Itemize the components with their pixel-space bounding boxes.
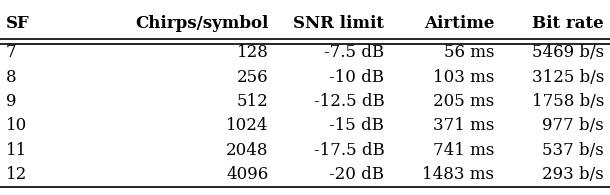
Text: 4096: 4096 [226,166,268,183]
Text: 9: 9 [6,93,16,110]
Text: Airtime: Airtime [424,15,494,32]
Text: SNR limit: SNR limit [293,15,384,32]
Text: 537 b/s: 537 b/s [542,142,604,159]
Text: 2048: 2048 [226,142,268,159]
Text: Bit rate: Bit rate [533,15,604,32]
Text: 256: 256 [237,68,268,86]
Text: 205 ms: 205 ms [433,93,494,110]
Text: 371 ms: 371 ms [432,117,494,134]
Text: 512: 512 [237,93,268,110]
Text: 977 b/s: 977 b/s [542,117,604,134]
Text: -10 dB: -10 dB [329,68,384,86]
Text: 7: 7 [6,44,16,61]
Text: 11: 11 [6,142,27,159]
Text: SF: SF [6,15,30,32]
Text: -7.5 dB: -7.5 dB [324,44,384,61]
Text: 128: 128 [237,44,268,61]
Text: 56 ms: 56 ms [443,44,494,61]
Text: 3125 b/s: 3125 b/s [531,68,604,86]
Text: -17.5 dB: -17.5 dB [314,142,384,159]
Text: 10: 10 [6,117,27,134]
Text: 5469 b/s: 5469 b/s [532,44,604,61]
Text: 8: 8 [6,68,16,86]
Text: 12: 12 [6,166,27,183]
Text: -15 dB: -15 dB [329,117,384,134]
Text: 1024: 1024 [226,117,268,134]
Text: Chirps/symbol: Chirps/symbol [135,15,268,32]
Text: 293 b/s: 293 b/s [542,166,604,183]
Text: -12.5 dB: -12.5 dB [314,93,384,110]
Text: 1483 ms: 1483 ms [422,166,494,183]
Text: 741 ms: 741 ms [432,142,494,159]
Text: 103 ms: 103 ms [432,68,494,86]
Text: 1758 b/s: 1758 b/s [531,93,604,110]
Text: -20 dB: -20 dB [329,166,384,183]
